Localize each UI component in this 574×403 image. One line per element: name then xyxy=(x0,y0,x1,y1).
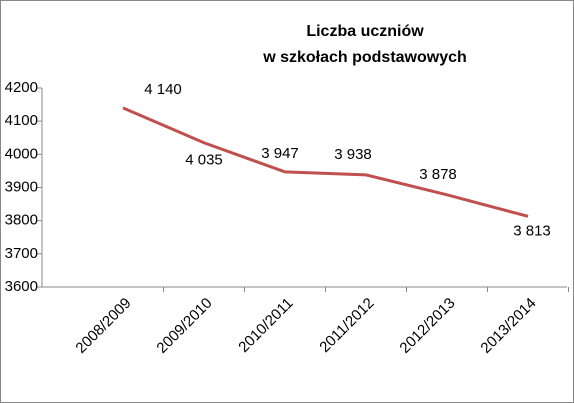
line xyxy=(122,106,529,218)
data-label: 3 938 xyxy=(334,146,372,163)
y-tick-label: 4200 xyxy=(5,79,38,96)
data-label: 4 140 xyxy=(144,81,182,98)
data-label: 3 878 xyxy=(419,166,457,183)
y-tick-label: 4000 xyxy=(5,145,38,162)
data-label: 3 947 xyxy=(261,145,299,162)
chart-title: Liczba uczniów xyxy=(306,23,424,40)
y-tick-label: 3700 xyxy=(5,245,38,262)
chart-title: w szkołach podstawowych xyxy=(262,49,467,66)
y-tick-label: 3600 xyxy=(5,278,38,295)
y-tick-label: 3900 xyxy=(5,178,38,195)
y-tick-label: 4100 xyxy=(5,112,38,129)
data-label: 4 035 xyxy=(185,152,223,169)
data-label: 3 813 xyxy=(513,222,551,239)
y-tick-label: 3800 xyxy=(5,212,38,229)
